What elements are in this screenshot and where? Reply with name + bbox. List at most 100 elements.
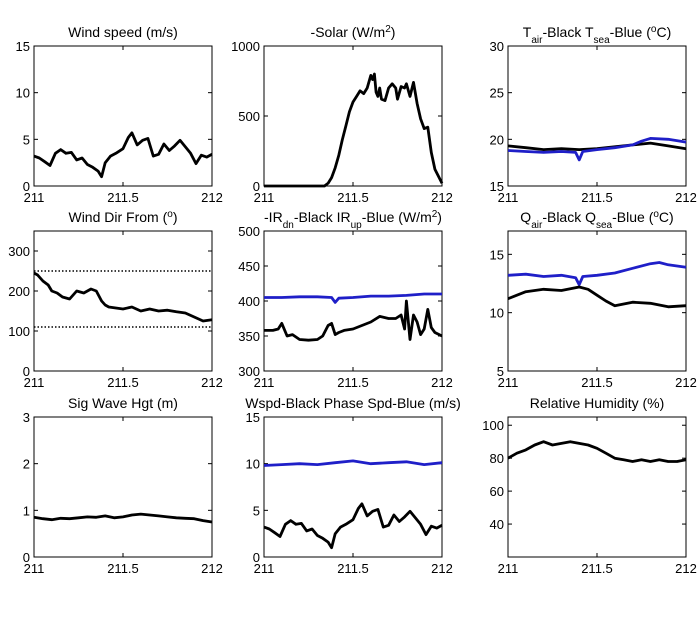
- series-line-2: [507, 285, 687, 309]
- series-line-1: [264, 292, 442, 304]
- y-tick-label: 0: [23, 550, 30, 565]
- y-tick-label: 100: [8, 324, 30, 339]
- y-tick-label: 300: [8, 244, 30, 259]
- series-line-1: [33, 131, 213, 179]
- x-tick-label: 212: [201, 561, 223, 576]
- x-tick-label: 211: [254, 561, 275, 576]
- x-tick-label: 211.5: [337, 190, 369, 205]
- x-tick-label: 212: [675, 561, 697, 576]
- subplot-9: Relative Humidity (%) 211 211.5 212 40 60 80 10…: [482, 395, 697, 576]
- subplot-8: Wspd-Black Phase Spd-Blue (m/s) 211 211.5 2…: [245, 395, 461, 576]
- subplot-title: Wind speed (m/s): [68, 24, 178, 40]
- x-tick-label: 211.5: [337, 375, 369, 390]
- plot-frame: [507, 45, 687, 187]
- subplot-title: Wind Dir From (o): [68, 209, 177, 226]
- y-tick-label: 15: [490, 247, 504, 262]
- y-tick-label: 450: [238, 259, 260, 274]
- y-tick-label: 3: [23, 410, 30, 425]
- y-tick-label: 15: [490, 179, 504, 194]
- subplot-title: Wspd-Black Phase Spd-Blue (m/s): [245, 395, 461, 411]
- y-tick-label: 5: [497, 364, 504, 379]
- y-tick-label: 200: [8, 284, 30, 299]
- x-tick-label: 212: [675, 375, 697, 390]
- x-tick-label: 211.5: [337, 561, 369, 576]
- x-tick-label: 211.5: [107, 561, 139, 576]
- x-tick-label: 211: [24, 561, 45, 576]
- x-tick-label: 211.5: [107, 190, 139, 205]
- plot-frame: [33, 45, 213, 187]
- y-tick-label: 2: [23, 457, 30, 472]
- plot-frame: [507, 416, 687, 558]
- subplot-title: Tair-Black Tsea-Blue (oC): [523, 24, 671, 46]
- y-tick-label: 40: [490, 517, 504, 532]
- y-tick-label: 400: [238, 294, 260, 309]
- subplot-7: Sig Wave Hgt (m) 211 211.5 212 0 1 2 3: [23, 395, 223, 576]
- x-tick-label: 211: [498, 561, 519, 576]
- x-tick-label: 211.5: [581, 561, 613, 576]
- series-line-1: [507, 440, 687, 463]
- subplot-2: -Solar (W/m2) 211 211.5 212 0 500 1000: [231, 24, 453, 206]
- y-tick-label: 500: [238, 224, 260, 239]
- y-tick-label: 10: [16, 86, 30, 101]
- series-line-2: [264, 299, 443, 342]
- y-tick-label: 10: [246, 457, 260, 472]
- y-tick-label: 100: [482, 418, 504, 433]
- y-tick-label: 5: [253, 503, 260, 518]
- subplot-title: Sig Wave Hgt (m): [68, 395, 178, 411]
- x-tick-label: 212: [431, 375, 453, 390]
- y-tick-label: 0: [253, 550, 260, 565]
- x-tick-label: 211: [254, 375, 275, 390]
- y-tick-label: 300: [238, 364, 260, 379]
- series-line-2: [507, 136, 687, 162]
- x-tick-label: 211: [498, 375, 519, 390]
- y-tick-label: 15: [16, 39, 30, 54]
- plot-frame: [263, 230, 443, 372]
- y-tick-label: 5: [23, 132, 30, 147]
- subplot-3: Tair-Black Tsea-Blue (oC) 211 211.5 212 15 20…: [490, 24, 697, 206]
- y-tick-label: 80: [490, 451, 504, 466]
- subplot-1: Wind speed (m/s) 211 211.5 212 0 5 10 15: [16, 24, 223, 205]
- series-line-1: [264, 72, 444, 188]
- x-tick-label: 211: [24, 375, 45, 390]
- subplot-title: -IRdn-Black IRup-Blue (W/m2): [264, 209, 442, 231]
- plot-frame: [507, 230, 687, 372]
- plot-frame: [33, 230, 213, 372]
- y-tick-label: 0: [23, 364, 30, 379]
- plot-frame: [263, 45, 443, 187]
- x-tick-label: 211: [24, 190, 45, 205]
- y-tick-label: 25: [490, 86, 504, 101]
- y-tick-label: 1000: [231, 39, 260, 54]
- y-tick-label: 1: [23, 503, 30, 518]
- x-tick-label: 212: [431, 190, 453, 205]
- x-tick-label: 212: [675, 190, 697, 205]
- y-tick-label: 0: [23, 179, 30, 194]
- series-line-1: [507, 261, 687, 287]
- subplot-title: Qair-Black Qsea-Blue (oC): [520, 209, 673, 231]
- y-tick-label: 10: [490, 306, 504, 321]
- x-tick-label: 212: [431, 561, 453, 576]
- y-tick-label: 20: [490, 132, 504, 147]
- series-line-1: [33, 512, 213, 524]
- subplot-title: -Solar (W/m2): [311, 24, 396, 41]
- x-tick-label: 211.5: [107, 375, 139, 390]
- x-tick-label: 212: [201, 190, 223, 205]
- y-tick-label: 15: [246, 410, 260, 425]
- series-line-1: [263, 459, 443, 467]
- x-tick-label: 211.5: [581, 190, 613, 205]
- y-tick-label: 0: [253, 179, 260, 194]
- x-tick-label: 211: [254, 190, 275, 205]
- series-line-1: [33, 271, 213, 323]
- y-tick-label: 30: [490, 39, 504, 54]
- y-tick-label: 350: [238, 329, 260, 344]
- plot-frame: [33, 416, 213, 558]
- subplot-6: Qair-Black Qsea-Blue (oC) 211 211.5 212 5 10 1…: [490, 209, 697, 391]
- x-tick-label: 211: [498, 190, 519, 205]
- y-tick-label: 500: [238, 109, 260, 124]
- subplot-5: -IRdn-Black IRup-Blue (W/m2) 211 211.5 212 3…: [238, 209, 453, 391]
- y-tick-label: 60: [490, 484, 504, 499]
- plot-frame: [263, 416, 443, 558]
- subplot-4: Wind Dir From (o) 211 211.5 212 0 100 200 300: [8, 209, 223, 391]
- subplot-title: Relative Humidity (%): [530, 395, 665, 411]
- x-tick-label: 212: [201, 375, 223, 390]
